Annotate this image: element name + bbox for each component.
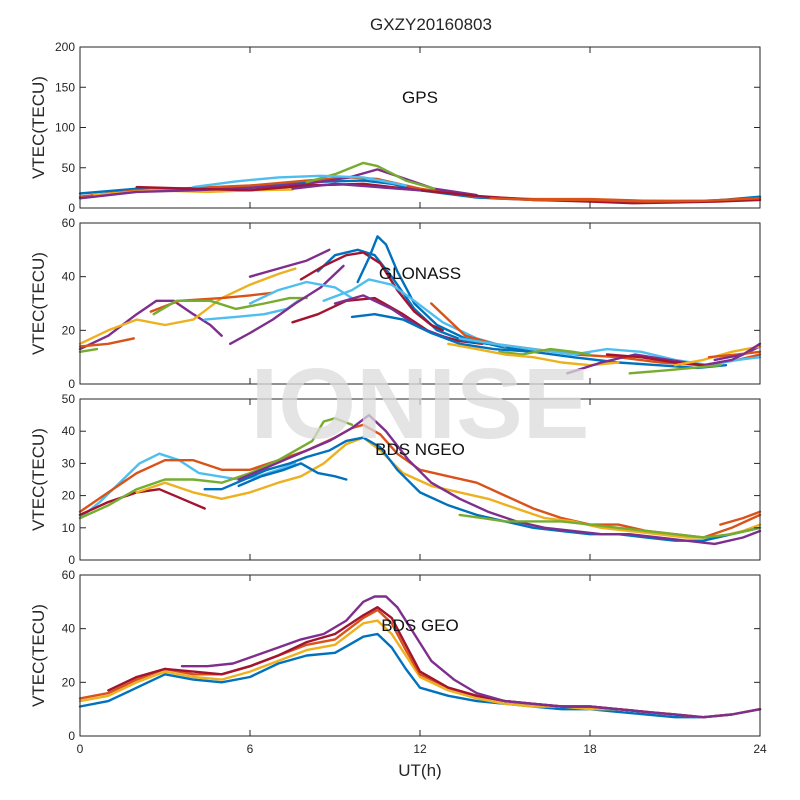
y-tick-label: 60	[62, 216, 76, 230]
series-line	[291, 296, 484, 345]
plot-area	[80, 47, 760, 208]
y-tick-label: 0	[68, 201, 75, 215]
panel-annotation: BDS GEO	[381, 616, 458, 635]
series-line	[237, 462, 348, 488]
y-tick-label: 40	[62, 424, 76, 438]
y-tick-label: 20	[62, 323, 76, 337]
series-line	[350, 313, 728, 370]
y-tick-label: 200	[55, 40, 75, 54]
y-tick-label: 0	[68, 553, 75, 567]
panel-annotation: BDS NGEO	[375, 440, 465, 459]
series-group	[78, 161, 762, 205]
series-line	[78, 299, 223, 351]
plot-area	[80, 575, 760, 736]
series-line	[180, 595, 762, 719]
series-line	[566, 345, 762, 375]
y-axis-label: VTEC(TECU)	[29, 428, 48, 531]
watermark-text: IONISE	[251, 348, 590, 460]
series-line	[248, 248, 331, 278]
series-line	[291, 182, 422, 192]
series-line	[299, 251, 444, 332]
panel-annotation: GLONASS	[379, 264, 461, 283]
series-line	[78, 267, 297, 345]
x-tick-label: 18	[583, 742, 597, 756]
x-tick-label: 24	[753, 742, 767, 756]
y-tick-label: 40	[62, 270, 76, 284]
y-tick-label: 10	[62, 521, 76, 535]
y-tick-label: 40	[62, 622, 76, 636]
x-tick-label: 0	[77, 742, 84, 756]
series-line	[78, 632, 762, 719]
series-line	[322, 278, 507, 348]
y-tick-label: 0	[68, 377, 75, 391]
y-axis-label: VTEC(TECU)	[29, 252, 48, 355]
y-tick-label: 20	[62, 675, 76, 689]
series-line	[489, 197, 762, 203]
panel-annotation: GPS	[402, 88, 438, 107]
panel-4: 0 20 40 60 0 6 12 18 24 VTEC(TECU) BDS GEO	[29, 568, 767, 756]
series-line	[135, 436, 762, 539]
series-line	[498, 347, 592, 356]
y-tick-label: 20	[62, 489, 76, 503]
y-tick-label: 100	[55, 121, 75, 135]
series-line	[229, 264, 345, 345]
y-tick-label: 60	[62, 568, 76, 582]
series-line	[248, 280, 354, 305]
y-tick-label: 150	[55, 80, 75, 94]
series-line	[605, 353, 705, 367]
series-line	[628, 364, 722, 375]
series-group	[78, 413, 762, 546]
series-line	[78, 347, 99, 353]
series-line	[203, 436, 762, 542]
series-line	[458, 513, 762, 539]
y-tick-label: 50	[62, 392, 76, 406]
y-axis-label: VTEC(TECU)	[29, 604, 48, 707]
y-tick-label: 0	[68, 729, 75, 743]
x-tick-label: 12	[413, 742, 427, 756]
series-group	[78, 235, 762, 375]
series-line	[316, 248, 490, 345]
series-line	[152, 296, 308, 316]
y-tick-label: 50	[62, 161, 76, 175]
series-line	[78, 488, 206, 517]
series-line	[192, 174, 407, 189]
series-line	[713, 342, 762, 362]
chart-title: GXZY20160803	[370, 15, 492, 34]
x-axis-label: UT(h)	[398, 761, 441, 780]
series-line	[78, 417, 354, 520]
panel-3: 0 10 20 30 40 50 VTEC(TECU) BDS NGEO	[29, 392, 762, 567]
x-tick-label: 6	[247, 742, 254, 756]
series-group	[78, 595, 762, 719]
y-axis-label: VTEC(TECU)	[29, 76, 48, 179]
series-line	[237, 413, 762, 546]
panel-1: 0 50 100 150 200 VTEC(TECU) GPS	[29, 40, 762, 215]
series-line	[719, 510, 762, 526]
panel-2: 0 20 40 60 VTEC(TECU) GLONASS	[29, 216, 762, 391]
series-line	[78, 337, 135, 348]
y-tick-label: 30	[62, 456, 76, 470]
